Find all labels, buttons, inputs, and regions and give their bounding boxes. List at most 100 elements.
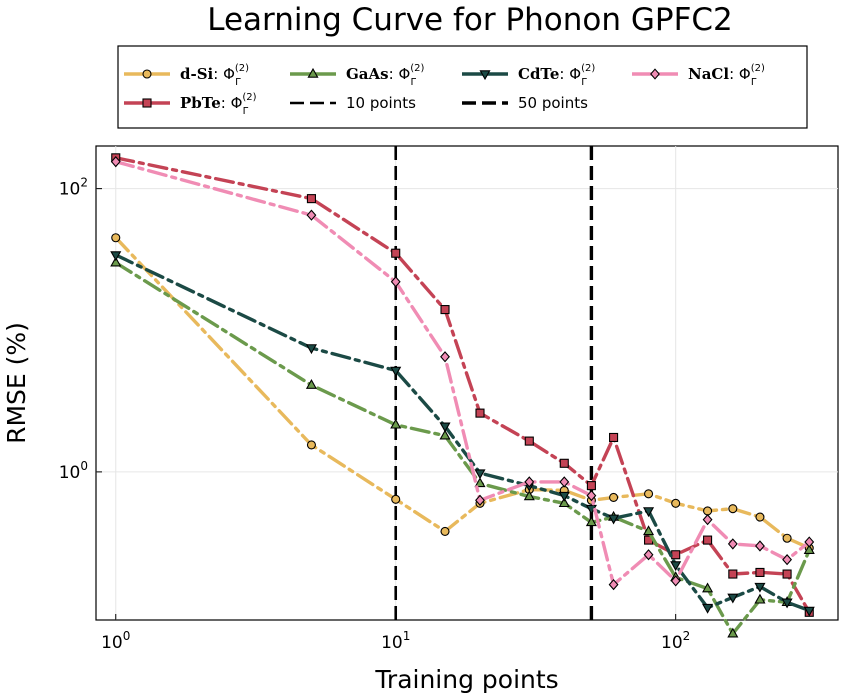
legend-entry-cdte: CdTe: Φ(2) Γ [462, 63, 595, 88]
x-tick-label: 102 [661, 629, 690, 653]
y-tick-label: 100 [59, 459, 88, 483]
axis-ticks: 100 101 102 100 102 [59, 176, 691, 653]
data-point [782, 533, 792, 543]
legend-label: 10 points [346, 94, 416, 112]
data-point [111, 233, 121, 243]
data-point [524, 436, 534, 446]
data-point [609, 492, 619, 502]
data-point [523, 490, 535, 501]
data-point [702, 514, 713, 526]
data-point [702, 582, 714, 593]
series-pbte [111, 153, 814, 617]
data-point [643, 525, 655, 536]
data-point [803, 606, 815, 617]
data-point [390, 366, 402, 377]
data-point [671, 498, 681, 508]
data-point [755, 540, 765, 552]
data-point [439, 422, 451, 433]
y-axis-label: RMSE (%) [2, 322, 31, 444]
legend-label: d-Si: Φ(2) Γ [180, 63, 249, 88]
legend-marker [307, 67, 319, 78]
data-point [755, 567, 765, 577]
data-point [671, 550, 681, 560]
data-point [728, 504, 738, 514]
data-point [305, 344, 317, 355]
data-point [475, 494, 485, 506]
legend-marker [142, 98, 152, 108]
data-point [439, 429, 451, 440]
chart-title: Learning Curve for Phonon GPFC2 [207, 2, 733, 38]
data-point [390, 276, 401, 288]
data-point [305, 378, 317, 389]
data-point [391, 494, 401, 504]
legend-entry-50-points: 50 points [462, 94, 588, 112]
data-point [586, 481, 596, 491]
series-line [114, 156, 811, 614]
data-point [803, 544, 815, 554]
series-gaas [110, 256, 815, 638]
data-point [306, 194, 316, 204]
legend-entry-pbte: PbTe: Φ(2) Γ [124, 92, 257, 117]
data-point [306, 209, 317, 221]
legend-marker [479, 70, 491, 81]
series-layer [110, 153, 815, 638]
x-tick-label: 101 [381, 629, 410, 653]
data-point [558, 491, 570, 502]
data-point [475, 408, 485, 418]
y-tick-label: 102 [59, 176, 88, 200]
legend-entry-10-points: 10 points [290, 94, 416, 112]
series-nacl [110, 156, 815, 591]
series-line [114, 160, 811, 587]
legend-label: CdTe: Φ(2) Γ [518, 63, 595, 88]
legend-label: PbTe: Φ(2) Γ [180, 92, 257, 117]
data-point [670, 575, 681, 587]
data-point [728, 569, 738, 579]
legend: d-Si: Φ(2) Γ GaAs: Φ(2) Γ CdTe: Φ(2) Γ NaCl: Φ… [117, 45, 808, 129]
legend-label: 50 points [518, 94, 588, 112]
grid-layer [96, 146, 838, 620]
data-point [609, 432, 619, 443]
series-line [114, 261, 811, 636]
data-point [390, 418, 402, 429]
data-point [558, 497, 570, 508]
data-point [306, 440, 316, 450]
series-line [114, 236, 811, 550]
series-line [114, 253, 811, 613]
legend-entry-nacl: NaCl: Φ(2) Γ [632, 63, 765, 88]
data-point [703, 535, 713, 545]
data-point [670, 561, 682, 572]
data-point [754, 593, 766, 604]
data-point [702, 603, 714, 614]
data-point [782, 554, 793, 566]
data-point [754, 582, 766, 593]
data-point [608, 514, 620, 525]
data-point [474, 469, 486, 480]
legend-marker [142, 69, 152, 79]
data-point [781, 598, 793, 609]
data-point [524, 476, 535, 488]
data-point [755, 512, 765, 522]
data-point [440, 526, 450, 536]
data-point [804, 536, 815, 548]
data-point [643, 549, 654, 561]
x-tick-label: 100 [101, 629, 130, 653]
x-axis-label: Training points [374, 665, 558, 694]
data-point [110, 251, 122, 262]
data-point [110, 256, 122, 267]
data-point [391, 248, 401, 258]
legend-label: NaCl: Φ(2) Γ [688, 63, 765, 88]
data-point [440, 351, 450, 363]
data-point [727, 627, 739, 638]
data-point [727, 538, 738, 550]
legend-frame [117, 45, 808, 129]
data-point [703, 506, 713, 516]
data-point [585, 516, 597, 527]
data-point [559, 476, 570, 488]
data-point [586, 489, 597, 502]
legend-entry-d-si: d-Si: Φ(2) Γ [124, 63, 249, 88]
data-point [644, 489, 654, 499]
reference-lines [394, 146, 594, 620]
data-point [727, 593, 739, 604]
data-point [440, 305, 450, 315]
